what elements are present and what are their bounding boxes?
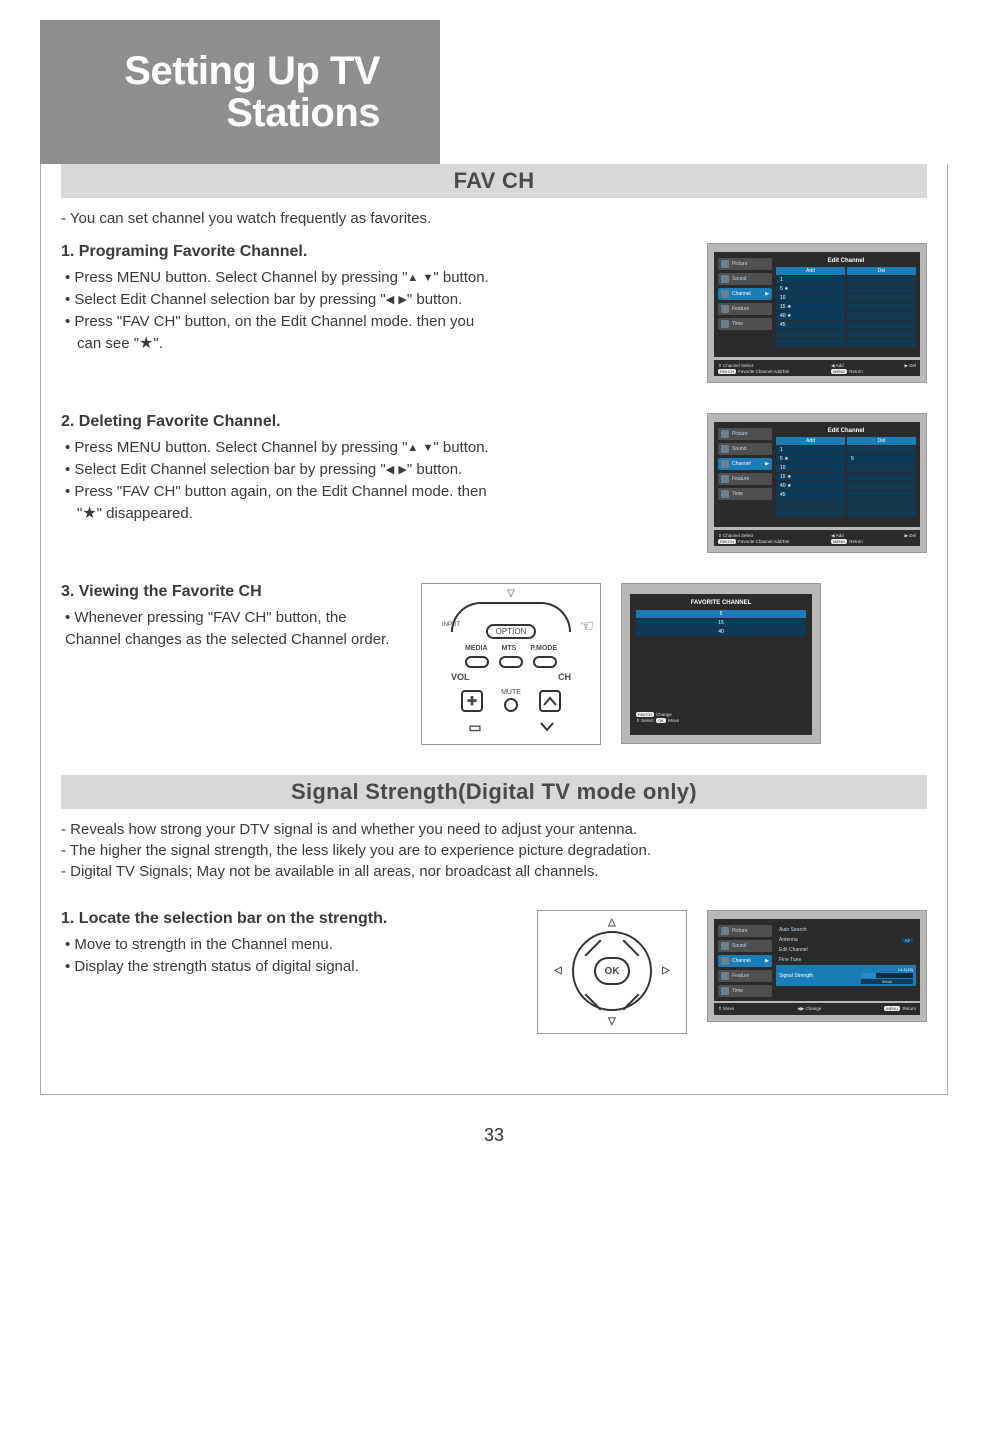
right-icon: ▶: [398, 464, 406, 476]
option-button: OPTION: [486, 624, 537, 639]
osd-edit-channel-1: Picture Sound Channel▶ Feature Time Edit…: [707, 243, 927, 383]
down-icon: ▽: [507, 588, 515, 599]
left-icon: ◀: [386, 464, 394, 476]
right-icon: ▶: [398, 294, 406, 306]
header-line1: Setting Up TV: [124, 49, 380, 93]
favch-sub2-text: 2. Deleting Favorite Channel. • Press ME…: [61, 413, 687, 525]
pmode-button: [533, 656, 557, 668]
left-icon: ◁: [554, 965, 562, 976]
favch-sub1-heading: 1. Programing Favorite Channel.: [61, 243, 687, 261]
remote-illustration: ▽ INPUT ☜ OPTION MEDIA MTS P.MODE VOL C: [421, 583, 601, 745]
star-icon: ★: [139, 335, 153, 352]
right-icon: ▷: [662, 965, 670, 976]
favch-sub3-heading: 3. Viewing the Favorite CH: [61, 583, 401, 601]
section-title-favch: FAV CH: [61, 164, 927, 198]
mute-button: [504, 698, 518, 712]
ok-remote-illustration: OK △ ▽ ◁ ▷: [537, 910, 687, 1034]
favorite-channel-osd: FAVORITE CHANNEL 5 15 40 FAV.CH Change ⇕…: [621, 583, 821, 744]
down-icon: ▼: [422, 272, 433, 284]
osd-edit-channel-2: Picture Sound Channel▶ Feature Time Edit…: [707, 413, 927, 553]
media-button: [465, 656, 489, 668]
signal-strength-osd: Picture Sound Channel▶ Feature Time Auto…: [707, 910, 927, 1022]
ok-button: OK: [594, 957, 630, 985]
ch-down-button: [536, 716, 558, 738]
left-icon: ◀: [386, 294, 394, 306]
star-icon: ★: [82, 505, 96, 522]
down-icon: ▽: [608, 1016, 616, 1027]
page-number: 33: [40, 1125, 948, 1146]
signal-sub1-heading: 1. Locate the selection bar on the stren…: [61, 910, 517, 928]
favch-intro: - You can set channel you watch frequent…: [61, 210, 927, 227]
vol-down-button: ▭: [464, 716, 486, 738]
down-icon: ▼: [422, 442, 433, 454]
favch-sub3-text: 3. Viewing the Favorite CH • Whenever pr…: [61, 583, 401, 651]
signal-sub1-text: 1. Locate the selection bar on the stren…: [61, 910, 517, 978]
mts-button: [499, 656, 523, 668]
up-icon: ▲: [407, 272, 418, 284]
vol-up-button: ✚: [461, 690, 483, 712]
page-header: Setting Up TV Stations: [40, 20, 440, 164]
favch-sub2-heading: 2. Deleting Favorite Channel.: [61, 413, 687, 431]
favch-sub1-text: 1. Programing Favorite Channel. • Press …: [61, 243, 687, 355]
hand-icon: ☜: [580, 616, 594, 636]
up-icon: ▲: [407, 442, 418, 454]
ch-up-button: [539, 690, 561, 712]
content-frame: FAV CH - You can set channel you watch f…: [40, 164, 948, 1095]
header-line2: Stations: [226, 91, 380, 135]
section-title-signal: Signal Strength(Digital TV mode only): [61, 775, 927, 809]
up-icon: △: [608, 917, 616, 928]
